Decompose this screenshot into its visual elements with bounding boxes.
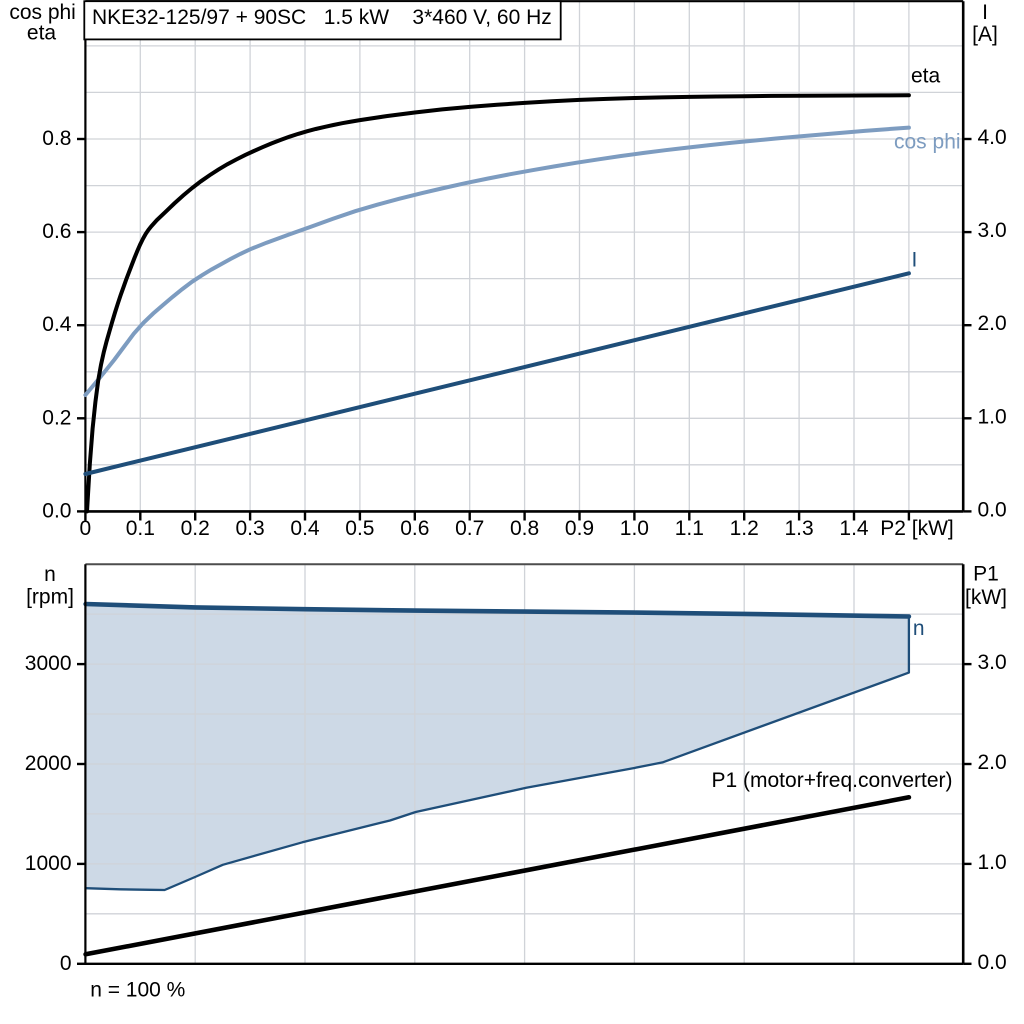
svg-text:3.0: 3.0 xyxy=(978,219,1007,242)
svg-text:0.5: 0.5 xyxy=(345,517,374,540)
svg-text:[A]: [A] xyxy=(972,23,998,46)
svg-text:0: 0 xyxy=(60,952,72,975)
svg-text:0: 0 xyxy=(80,517,92,540)
svg-text:0.4: 0.4 xyxy=(290,517,320,540)
svg-text:2.0: 2.0 xyxy=(978,312,1007,335)
svg-text:0.9: 0.9 xyxy=(565,517,594,540)
svg-text:P2 [kW]: P2 [kW] xyxy=(880,517,954,540)
svg-text:0.7: 0.7 xyxy=(455,517,484,540)
svg-text:1.0: 1.0 xyxy=(620,517,649,540)
svg-text:1.0: 1.0 xyxy=(978,405,1007,428)
svg-text:3000: 3000 xyxy=(25,652,72,675)
svg-text:I: I xyxy=(912,249,918,272)
svg-text:1.0: 1.0 xyxy=(978,851,1007,874)
svg-text:3.0: 3.0 xyxy=(978,651,1007,674)
svg-text:0.2: 0.2 xyxy=(181,517,210,540)
svg-text:2000: 2000 xyxy=(25,752,72,775)
svg-text:0.0: 0.0 xyxy=(42,499,71,522)
svg-text:eta: eta xyxy=(27,22,57,45)
svg-text:0.0: 0.0 xyxy=(978,951,1007,974)
svg-text:[rpm]: [rpm] xyxy=(26,586,74,609)
svg-text:NKE32-125/97 + 90SC 1.5 kW: NKE32-125/97 + 90SC 1.5 kW 3*460 V, 60 H… xyxy=(92,6,552,29)
svg-text:n: n xyxy=(44,563,56,586)
svg-text:0.8: 0.8 xyxy=(510,517,539,540)
svg-text:1.4: 1.4 xyxy=(839,517,869,540)
svg-text:P1 (motor+freq.converter): P1 (motor+freq.converter) xyxy=(712,769,953,792)
svg-text:0.8: 0.8 xyxy=(42,127,71,150)
svg-text:1.2: 1.2 xyxy=(730,517,759,540)
svg-text:I: I xyxy=(982,1,988,24)
svg-text:2.0: 2.0 xyxy=(978,751,1007,774)
svg-text:[kW]: [kW] xyxy=(965,586,1007,609)
svg-text:0.1: 0.1 xyxy=(126,517,155,540)
svg-text:1.3: 1.3 xyxy=(784,517,813,540)
svg-text:0.3: 0.3 xyxy=(235,517,264,540)
svg-text:P1: P1 xyxy=(973,563,999,586)
svg-text:0.4: 0.4 xyxy=(42,313,72,336)
svg-text:4.0: 4.0 xyxy=(978,126,1007,149)
svg-text:cos phi: cos phi xyxy=(894,131,961,154)
svg-text:1000: 1000 xyxy=(25,852,72,875)
svg-text:0.0: 0.0 xyxy=(978,498,1007,521)
svg-text:0.6: 0.6 xyxy=(400,517,429,540)
svg-text:n: n xyxy=(913,617,925,640)
svg-text:eta: eta xyxy=(911,65,941,88)
svg-text:0.6: 0.6 xyxy=(42,220,71,243)
svg-text:cos phi: cos phi xyxy=(9,1,76,24)
svg-text:n = 100 %: n = 100 % xyxy=(90,979,185,1002)
svg-text:0.2: 0.2 xyxy=(42,406,71,429)
svg-text:1.1: 1.1 xyxy=(675,517,704,540)
